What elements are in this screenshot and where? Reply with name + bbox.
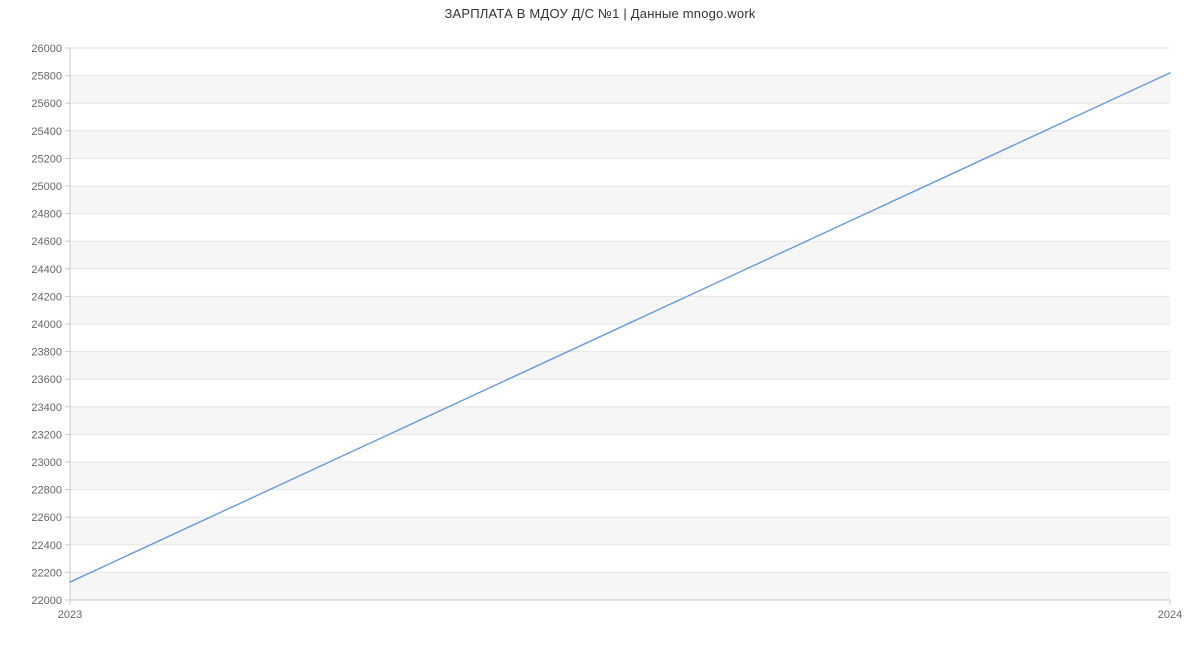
svg-text:22400: 22400 <box>31 540 62 552</box>
svg-text:24600: 24600 <box>31 236 62 248</box>
svg-text:24000: 24000 <box>31 319 62 331</box>
svg-text:23800: 23800 <box>31 347 62 359</box>
svg-text:22000: 22000 <box>31 595 62 607</box>
svg-text:23400: 23400 <box>31 402 62 414</box>
svg-text:24800: 24800 <box>31 209 62 221</box>
svg-text:25400: 25400 <box>31 126 62 138</box>
svg-text:25800: 25800 <box>31 71 62 83</box>
chart-svg: 22000 22200 22400 22600 22800 23000 23200 23400… <box>0 0 1200 650</box>
svg-text:25200: 25200 <box>31 153 62 165</box>
salary-line-chart: ЗАРПЛАТА В МДОУ Д/С №1 | Данные mnogo.wo… <box>0 0 1200 650</box>
svg-text:22600: 22600 <box>31 512 62 524</box>
svg-text:23000: 23000 <box>31 457 62 469</box>
svg-text:24200: 24200 <box>31 291 62 303</box>
svg-text:2024: 2024 <box>1158 609 1182 621</box>
svg-text:22200: 22200 <box>31 567 62 579</box>
svg-text:22800: 22800 <box>31 485 62 497</box>
svg-text:25000: 25000 <box>31 181 62 193</box>
chart-title: ЗАРПЛАТА В МДОУ Д/С №1 | Данные mnogo.wo… <box>0 6 1200 21</box>
svg-text:25600: 25600 <box>31 98 62 110</box>
svg-text:23600: 23600 <box>31 374 62 386</box>
svg-text:23200: 23200 <box>31 429 62 441</box>
svg-text:26000: 26000 <box>31 43 62 55</box>
svg-text:2023: 2023 <box>58 609 82 621</box>
svg-text:24400: 24400 <box>31 264 62 276</box>
